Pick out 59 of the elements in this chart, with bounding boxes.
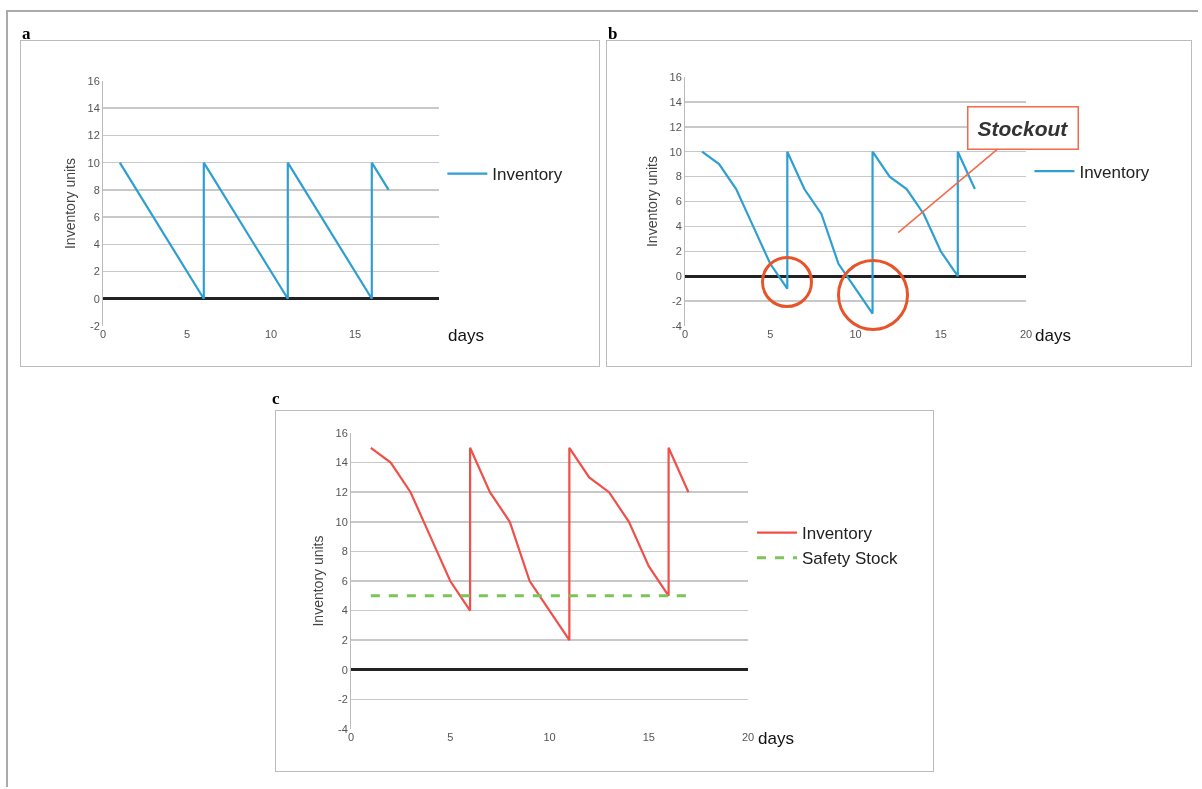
- y-tick-label: 12: [87, 129, 100, 142]
- y-tick-label: 10: [669, 145, 682, 158]
- y-tick-label: 0: [93, 292, 100, 305]
- y-tick-label: 2: [675, 245, 682, 258]
- y-tick-label: 0: [341, 663, 348, 676]
- line-series: [700, 150, 976, 315]
- legend-label: Inventory: [1079, 162, 1150, 182]
- x-tick-label: 5: [447, 731, 454, 743]
- y-tick-label: 12: [669, 120, 682, 133]
- y-tick-label: 12: [335, 486, 348, 499]
- y-tick-label: -2: [90, 319, 100, 332]
- line-series: [369, 446, 690, 642]
- x-tick-label: 15: [642, 731, 655, 743]
- y-tick-label: 6: [675, 195, 682, 208]
- chart-title: b: [608, 24, 618, 44]
- legend-label: Safety Stock: [801, 549, 898, 569]
- y-tick-label: 8: [341, 545, 348, 558]
- x-tick-label: 5: [767, 328, 774, 340]
- x-tick-label: 20: [1019, 328, 1033, 340]
- legend-label: Inventory: [801, 524, 873, 544]
- x-tick-label: 10: [264, 328, 278, 340]
- y-tick-label: 8: [93, 183, 100, 196]
- x-axis-title: days: [1035, 326, 1071, 345]
- y-tick-label: 14: [87, 102, 100, 115]
- x-tick-label: 20: [741, 731, 755, 743]
- y-tick-label: 4: [675, 220, 682, 233]
- x-tick-label: 10: [849, 328, 862, 340]
- annotation: Stockout: [977, 116, 1069, 140]
- x-tick-label: 5: [183, 328, 191, 340]
- x-tick-label: 15: [348, 328, 362, 340]
- x-tick-label: 15: [934, 328, 947, 340]
- y-tick-label: -2: [672, 294, 682, 307]
- x-axis-title: days: [448, 326, 484, 345]
- y-tick-label: 6: [93, 210, 100, 223]
- y-tick-label: 10: [335, 515, 348, 528]
- y-tick-label: 2: [341, 634, 348, 647]
- y-axis-title: Inventory units: [310, 535, 327, 627]
- y-axis-title: Inventory units: [644, 155, 661, 248]
- y-tick-label: 2: [93, 265, 100, 278]
- y-tick-label: 8: [675, 170, 682, 183]
- y-axis-title: Inventory units: [62, 157, 79, 250]
- x-tick-label: 10: [543, 731, 556, 743]
- y-tick-label: 6: [341, 574, 348, 587]
- y-tick-label: -4: [672, 319, 682, 332]
- y-tick-label: -4: [338, 722, 348, 735]
- chart-title: a: [22, 24, 31, 44]
- y-tick-label: 16: [669, 70, 682, 83]
- chart-title: c: [272, 389, 280, 409]
- y-tick-label: 14: [335, 456, 348, 469]
- y-tick-label: 16: [335, 426, 348, 439]
- y-tick-label: 10: [87, 156, 100, 169]
- y-tick-label: -2: [338, 693, 348, 706]
- y-tick-label: 4: [341, 604, 348, 617]
- y-tick-label: 16: [87, 74, 100, 87]
- y-tick-label: 14: [669, 95, 682, 108]
- y-tick-label: 0: [675, 270, 682, 283]
- x-axis-title: days: [758, 729, 794, 748]
- y-tick-label: 4: [93, 238, 100, 251]
- legend-label: Inventory: [492, 165, 563, 185]
